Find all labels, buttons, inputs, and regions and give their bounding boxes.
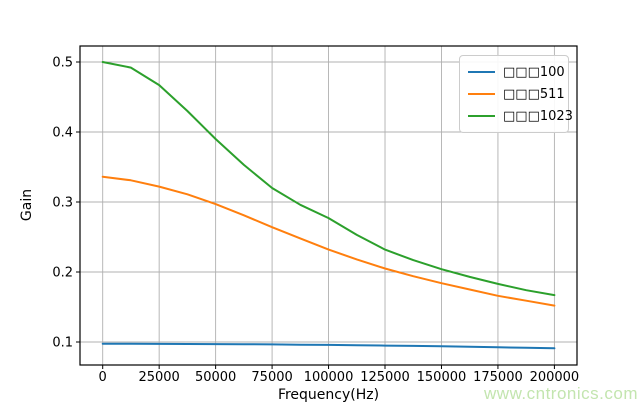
y-tick-label: 0.5 [52, 56, 73, 71]
legend-item: □□□100 [468, 61, 565, 83]
legend-line-swatch-blue [468, 71, 495, 73]
y-tick-label: 0.2 [52, 266, 73, 281]
y-tick-label: 0.4 [52, 126, 73, 141]
x-tick-label: 25000 [138, 370, 179, 385]
legend-item-label: □□□1023 [503, 108, 573, 124]
x-axis-title: Frequency(Hz) [277, 387, 380, 403]
x-tick-label: 200000 [530, 370, 580, 385]
legend: □□□100 □□□511 □□□1023 [459, 55, 573, 133]
series-line [101, 175, 556, 307]
x-tick-label: 0 [99, 370, 107, 385]
legend-line-swatch-orange [468, 93, 495, 95]
x-tick-label: 75000 [251, 370, 292, 385]
x-tick-label: 125000 [360, 370, 410, 385]
y-tick-label: 0.3 [52, 196, 73, 211]
watermark: www.cntronics.com [484, 384, 638, 403]
legend-item-label: □□□511 [503, 86, 565, 102]
x-tick-label: 100000 [304, 370, 354, 385]
x-tick-label: 175000 [473, 370, 523, 385]
y-tick-label: 0.1 [52, 336, 73, 351]
y-axis-title: Gain [19, 188, 35, 222]
legend-item: □□□1023 [468, 105, 573, 127]
legend-item: □□□511 [468, 83, 565, 105]
x-tick-label: 150000 [417, 370, 467, 385]
legend-line-swatch-green [468, 115, 495, 117]
legend-item-label: □□□100 [503, 64, 565, 80]
series-line [101, 61, 556, 297]
x-tick-label: 50000 [195, 370, 236, 385]
series-line [101, 342, 556, 350]
